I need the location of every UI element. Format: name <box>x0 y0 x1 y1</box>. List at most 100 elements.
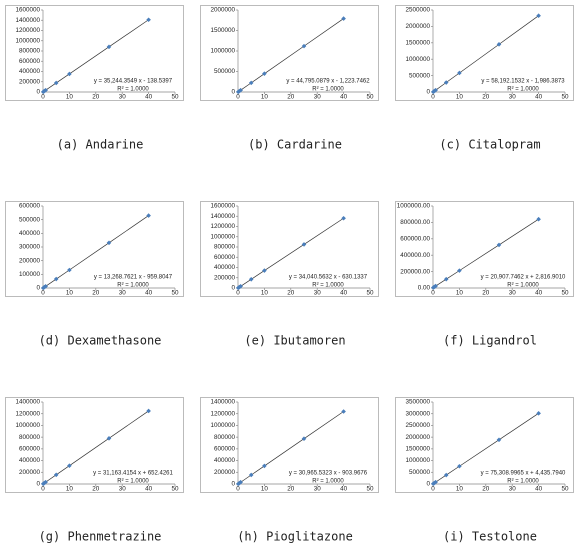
y-tick-label: 400000 <box>19 230 41 237</box>
x-tick-label: 20 <box>482 94 490 101</box>
x-tick-label: 40 <box>340 94 348 101</box>
x-tick-label: 40 <box>535 290 543 297</box>
data-point <box>341 16 346 21</box>
data-point <box>536 216 541 222</box>
chart: 0 200000 400000 600000 800000 1000000 1200000 1… <box>200 201 379 348</box>
x-tick-label: 40 <box>145 486 153 493</box>
data-point <box>457 70 462 76</box>
y-tick-label: 0.00 <box>418 285 431 292</box>
y-tick-label: 1400000 <box>15 399 40 406</box>
x-tick-label: 10 <box>66 486 74 493</box>
x-tick-label: 40 <box>145 94 153 101</box>
y-tick-label: 0 <box>426 481 430 488</box>
y-tick-label: 0 <box>36 89 40 96</box>
x-tick-label: 0 <box>236 290 240 297</box>
y-tick-label: 1500000 <box>210 27 235 34</box>
y-tick-label: 1200000 <box>15 410 40 417</box>
data-point <box>238 283 243 289</box>
y-tick-label: 600000 <box>19 446 41 453</box>
y-tick-label: 200000 <box>19 257 41 264</box>
y-tick-label: 1200000 <box>210 223 235 230</box>
y-tick-label: 1000000 <box>405 457 430 464</box>
y-tick-label: 3000000 <box>405 410 430 417</box>
x-tick-label: 0 <box>41 94 45 101</box>
y-tick-label: 200000 <box>19 469 41 476</box>
y-tick-label: 600000 <box>19 203 41 210</box>
data-point <box>67 267 72 273</box>
chart: 0 200000 400000 600000 800000 1000000 1200000 1… <box>200 397 379 544</box>
x-tick-label: 30 <box>314 290 322 297</box>
chart-frame <box>395 397 574 493</box>
chart-frame <box>200 5 379 101</box>
y-tick-label: 400000 <box>214 264 236 271</box>
chart-frame <box>5 201 184 297</box>
caption: (h) Pioglitazone <box>237 530 353 544</box>
y-tick-label: 1000000.00 <box>397 203 431 210</box>
y-tick-label: 400000 <box>19 68 41 75</box>
caption: (b) Cardarine <box>248 138 342 152</box>
y-tick-label: 0 <box>231 285 235 292</box>
caption: (g) Phenmetrazine <box>39 530 162 544</box>
x-tick-label: 40 <box>535 94 543 101</box>
y-tick-label: 1400000 <box>210 213 235 220</box>
x-tick-label: 30 <box>119 486 127 493</box>
annotation: y = 34,040.5632 x - 630.1337 <box>289 275 368 281</box>
chart-frame <box>200 397 379 493</box>
annotation: R² = 1.0000 <box>117 479 149 485</box>
y-tick-label: 2500000 <box>405 422 430 429</box>
y-tick-label: 0 <box>231 89 235 96</box>
y-tick-label: 1000000 <box>15 37 40 44</box>
y-tick-label: 200000.00 <box>400 268 430 275</box>
y-tick-label: 1200000 <box>210 410 235 417</box>
y-tick-label: 800000 <box>214 434 236 441</box>
y-tick-label: 500000 <box>214 68 236 75</box>
annotation: y = 58,192.1532 x - 1,986.3873 <box>481 79 565 85</box>
chart: 0 200000 400000 600000 800000 1000000 1200000 1… <box>5 5 184 152</box>
data-point <box>146 17 151 23</box>
annotation: R² = 1.0000 <box>312 87 344 93</box>
data-point <box>496 42 502 47</box>
data-point <box>536 411 541 416</box>
y-tick-label: 1000000 <box>210 233 235 240</box>
x-tick-label: 10 <box>261 290 269 297</box>
x-tick-label: 30 <box>509 94 517 101</box>
y-tick-label: 600000 <box>214 446 236 453</box>
x-tick-label: 20 <box>92 290 100 297</box>
caption: (e) Ibutamoren <box>244 334 345 348</box>
x-tick-label: 30 <box>119 94 127 101</box>
annotation: y = 35,244.3549 x - 138.5397 <box>94 79 173 85</box>
y-tick-label: 400000 <box>19 457 41 464</box>
caption: (f) Ligandrol <box>443 334 537 348</box>
x-tick-label: 10 <box>261 486 269 493</box>
x-tick-label: 30 <box>119 290 127 297</box>
x-tick-label: 50 <box>561 94 569 101</box>
y-tick-label: 1200000 <box>15 27 40 34</box>
annotation: R² = 1.0000 <box>507 283 539 289</box>
data-point <box>301 43 307 49</box>
data-point <box>262 71 267 76</box>
y-tick-label: 400000 <box>214 457 236 464</box>
x-tick-label: 50 <box>366 486 374 493</box>
y-tick-label: 600000 <box>19 58 41 65</box>
y-tick-label: 1500000 <box>405 446 430 453</box>
x-tick-label: 50 <box>561 290 569 297</box>
data-point <box>536 13 541 19</box>
x-tick-label: 20 <box>287 94 295 101</box>
y-tick-label: 2000000 <box>210 7 235 14</box>
annotation: y = 30,965.5323 x - 903.9676 <box>289 471 368 477</box>
annotation: y = 31,163.4154 x + 652.4261 <box>93 471 173 477</box>
x-tick-label: 50 <box>366 290 374 297</box>
x-tick-label: 50 <box>171 486 179 493</box>
x-tick-label: 50 <box>171 290 179 297</box>
x-tick-label: 0 <box>431 290 435 297</box>
annotation: y = 75,308.9965 x + 4,435.7940 <box>481 471 566 477</box>
y-tick-label: 0 <box>36 481 40 488</box>
x-tick-label: 50 <box>561 486 569 493</box>
y-tick-label: 800000 <box>19 48 41 55</box>
chart: 0 100000 200000 300000 400000 500000 600000 0 10… <box>5 201 184 348</box>
chart: 0 500000 1000000 1500000 2000000 2500000 30000… <box>395 397 574 544</box>
x-tick-label: 40 <box>535 486 543 493</box>
data-point <box>67 71 72 77</box>
x-tick-label: 10 <box>456 94 464 101</box>
